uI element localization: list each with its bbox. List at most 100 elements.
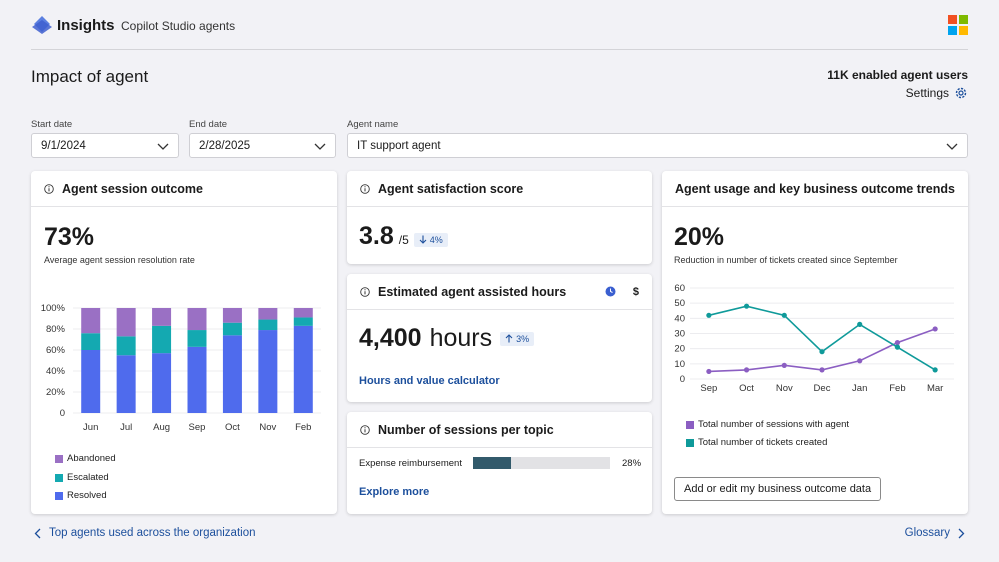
bar-segment-abandoned <box>293 308 313 318</box>
y-tick-label: 40% <box>46 366 66 377</box>
card-title: Agent session outcome <box>62 181 203 196</box>
card-title: Agent usage and key business outcome tre… <box>675 181 955 196</box>
x-tick-label: Sep <box>189 422 206 433</box>
info-icon[interactable] <box>44 183 54 194</box>
y-tick-label: 20% <box>46 387 66 398</box>
y-tick-label: 0 <box>60 408 65 419</box>
card-header: Agent session outcome <box>31 171 337 207</box>
clock-icon[interactable] <box>605 286 616 297</box>
x-tick-label: Sep <box>700 383 717 394</box>
legend-item-sessions: Total number of sessions with agent <box>686 419 849 430</box>
x-tick-label: Aug <box>153 422 170 433</box>
data-point <box>819 349 825 355</box>
info-icon[interactable] <box>360 183 370 194</box>
info-icon[interactable] <box>360 424 370 435</box>
top-bar: Insights Copilot Studio agents <box>31 0 968 50</box>
session-outcome-bar-chart: 0 20% 40% 60% 80% 100% Jun Jul Aug Sep Oct Nov Feb <box>41 303 321 433</box>
bar-segment-abandoned <box>81 308 101 334</box>
data-point <box>857 321 863 327</box>
ticket-reduction-caption: Reduction in number of tickets created s… <box>674 255 898 265</box>
edit-business-outcome-button[interactable]: Add or edit my business outcome data <box>674 477 882 501</box>
assisted-hours-card: Estimated agent assisted hours $ 4,400 h… <box>347 274 652 402</box>
satisfaction-suffix: /5 <box>398 233 409 247</box>
enabled-users-count: 11K enabled agent users <box>827 68 968 82</box>
resolution-rate-caption: Average agent session resolution rate <box>44 255 195 265</box>
x-tick-label: Oct <box>739 383 754 394</box>
insights-logo-icon <box>32 16 52 34</box>
bar-segment-escalated <box>81 333 101 350</box>
legend-item-escalated: Escalated <box>55 472 109 483</box>
page-title: Impact of agent <box>31 67 149 86</box>
bar-segment-resolved <box>81 350 101 413</box>
satisfaction-score: 3.8 /5 4% <box>359 222 448 251</box>
currency-toggle[interactable]: $ <box>632 285 639 298</box>
chevron-down-icon <box>946 143 958 150</box>
info-icon[interactable] <box>360 286 370 297</box>
y-tick-label: 0 <box>680 374 685 385</box>
sessions-per-topic-card: Number of sessions per topic Expense rei… <box>347 412 652 514</box>
y-tick-label: 40 <box>674 313 685 324</box>
data-point <box>743 367 750 373</box>
bar-segment-abandoned <box>116 308 136 337</box>
y-tick-label: 50 <box>674 298 685 309</box>
chevron-down-icon <box>314 143 326 150</box>
hours-calculator-link[interactable]: Hours and value calculator <box>359 375 500 387</box>
bar-segment-escalated <box>293 317 313 326</box>
bar-segment-escalated <box>187 330 207 347</box>
usage-trends-card: Agent usage and key business outcome tre… <box>662 171 968 514</box>
x-tick-label: Jan <box>852 383 867 394</box>
card-title: Agent satisfaction score <box>378 181 524 196</box>
assisted-hours-value-row: 4,400 hours 3% <box>359 324 535 353</box>
glossary-link[interactable]: Glossary <box>905 527 965 539</box>
start-date-dropdown[interactable]: 9/1/2024 <box>31 133 179 158</box>
bar-segment-escalated <box>152 325 172 354</box>
assisted-hours-value: 4,400 <box>359 324 422 352</box>
legend-item-abandoned: Abandoned <box>55 453 116 464</box>
x-tick-label: Feb <box>889 383 905 394</box>
data-point <box>894 344 901 350</box>
data-point <box>781 362 787 368</box>
end-date-value: 2/28/2025 <box>199 140 251 152</box>
card-header: Agent satisfaction score <box>347 171 652 207</box>
end-date-label: End date <box>189 119 228 130</box>
bar-segment-resolved <box>152 353 172 413</box>
topic-progress-track <box>473 457 610 469</box>
topic-percent: 28% <box>622 458 642 469</box>
chevron-right-icon <box>958 528 965 538</box>
agent-name-value: IT support agent <box>357 140 441 152</box>
topic-progress-fill <box>473 457 512 469</box>
bar-segment-abandoned <box>152 308 172 326</box>
settings-label: Settings <box>905 86 949 100</box>
card-header: Agent usage and key business outcome tre… <box>662 171 968 207</box>
assisted-hours-unit: hours <box>429 324 493 352</box>
x-tick-label: Jul <box>120 422 132 433</box>
start-date-value: 9/1/2024 <box>41 140 86 152</box>
explore-more-link[interactable]: Explore more <box>359 486 430 498</box>
satisfaction-value: 3.8 <box>359 222 394 250</box>
start-date-label: Start date <box>31 119 73 130</box>
card-title: Number of sessions per topic <box>378 422 554 437</box>
data-point <box>819 367 825 373</box>
y-tick-label: 30 <box>674 329 685 340</box>
satisfaction-card: Agent satisfaction score 3.8 /5 4% <box>347 171 652 264</box>
end-date-dropdown[interactable]: 2/28/2025 <box>189 133 336 158</box>
bar-segment-resolved <box>187 346 207 413</box>
microsoft-logo-icon <box>948 15 968 35</box>
agent-name-label: Agent name <box>347 119 399 130</box>
app-brand: Insights <box>57 17 115 34</box>
chevron-down-icon <box>157 143 169 150</box>
bar-segment-abandoned <box>187 308 207 331</box>
series-line <box>708 305 936 371</box>
x-tick-label: Nov <box>776 383 793 394</box>
satisfaction-delta-badge: 4% <box>413 232 448 247</box>
bar-segment-resolved <box>258 330 278 413</box>
y-tick-label: 20 <box>674 344 685 355</box>
chevron-left-icon <box>34 528 41 538</box>
card-title: Estimated agent assisted hours <box>378 284 567 299</box>
settings-button[interactable]: Settings <box>906 86 968 100</box>
arrow-down-icon <box>419 235 427 244</box>
resolution-rate-value: 73% <box>44 223 95 251</box>
top-agents-link[interactable]: Top agents used across the organization <box>34 527 256 539</box>
agent-name-dropdown[interactable]: IT support agent <box>347 133 968 158</box>
y-tick-label: 60% <box>46 345 66 356</box>
